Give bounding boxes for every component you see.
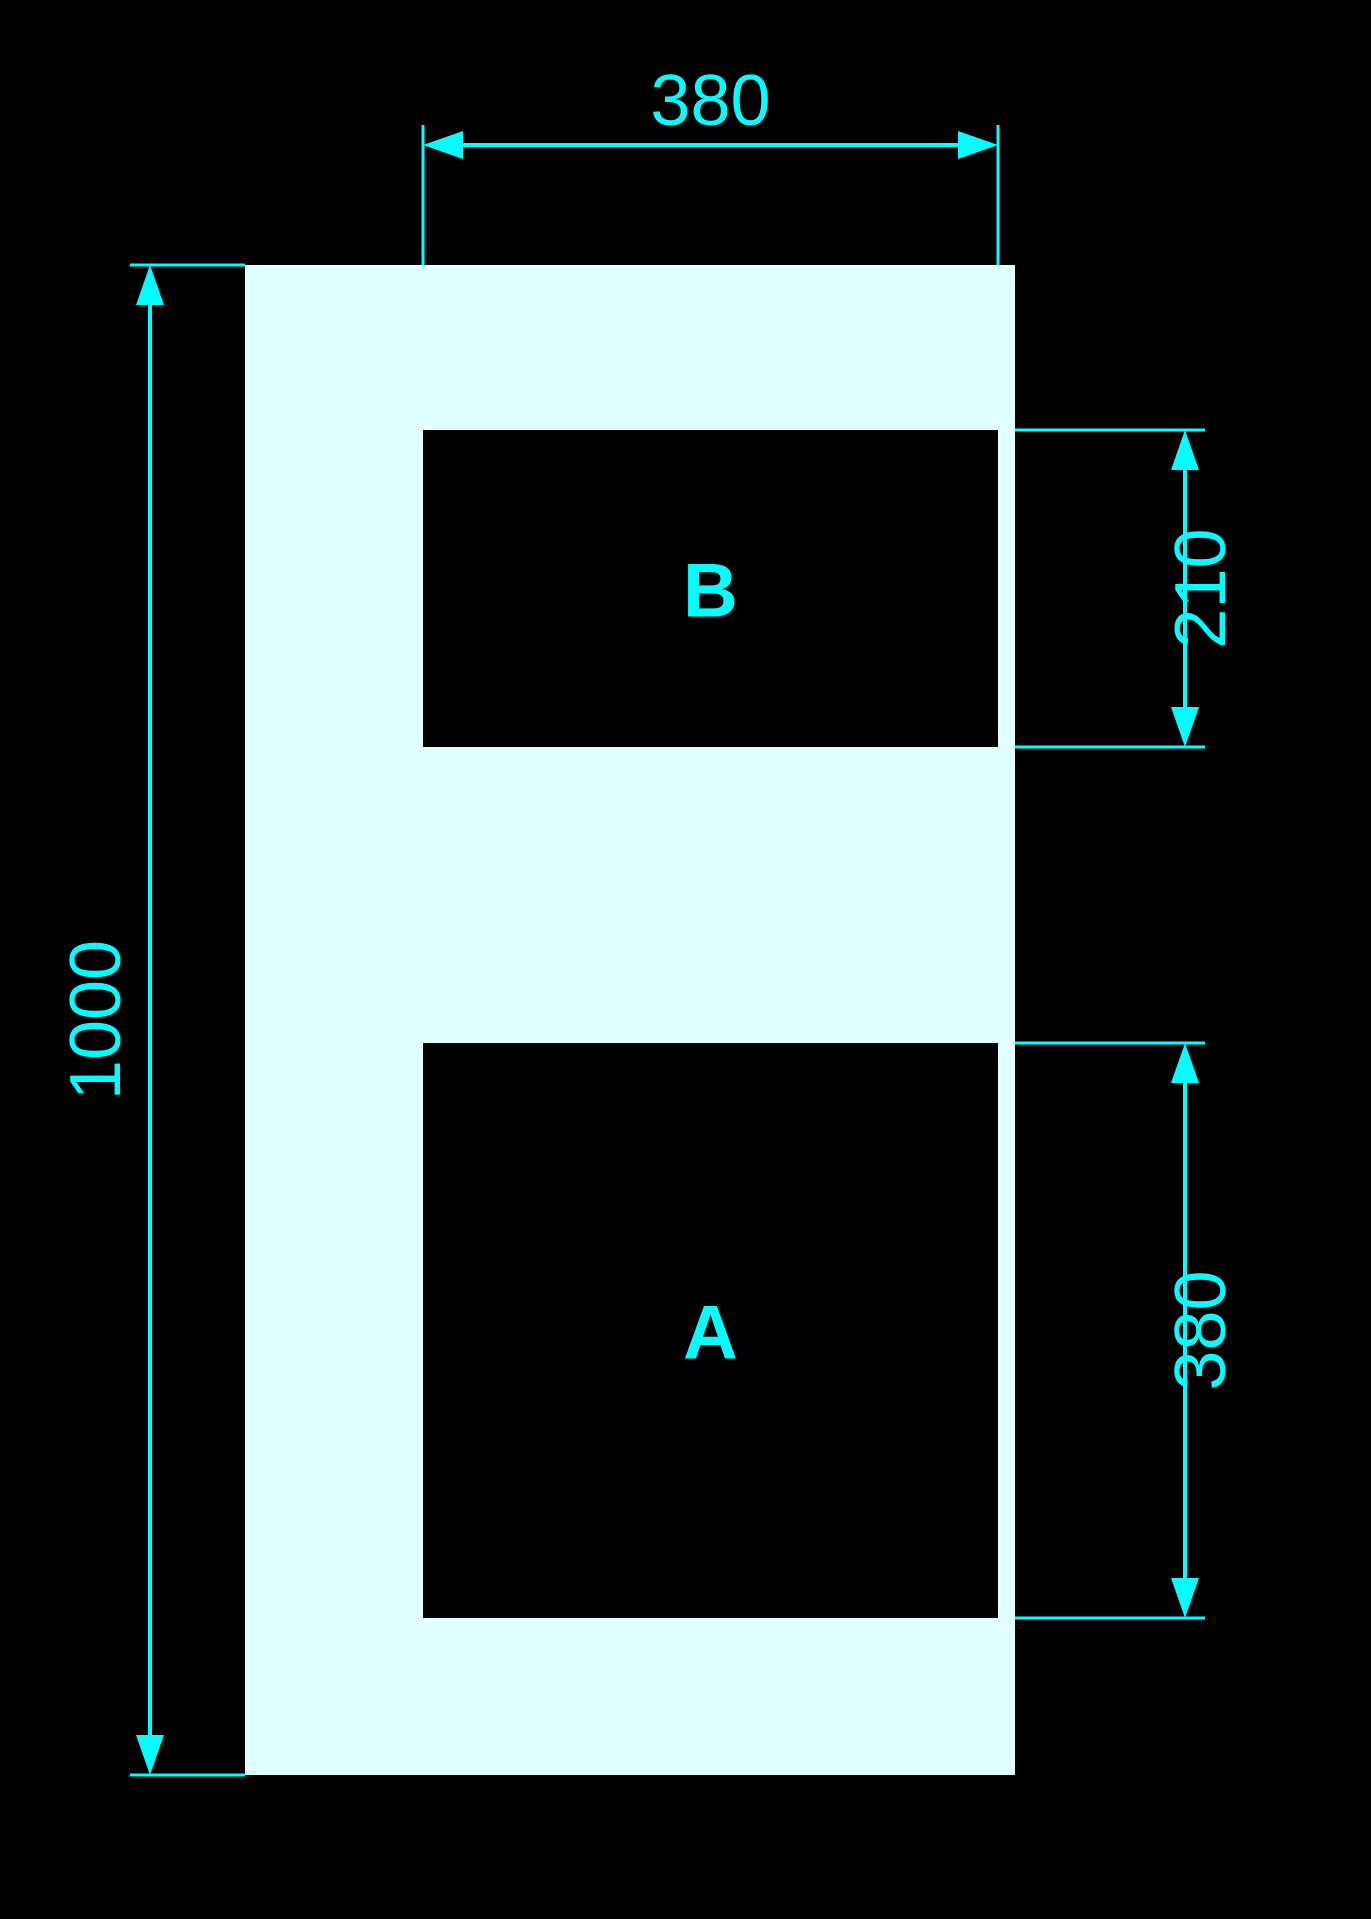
- dim-rightB-text: 210: [1161, 528, 1241, 648]
- dim-left-text: 1000: [56, 940, 136, 1100]
- cutout-label-b: B: [683, 549, 738, 634]
- dim-top-text: 380: [650, 61, 770, 141]
- dim-rightA-text: 380: [1161, 1270, 1241, 1390]
- cutout-label-a: A: [683, 1291, 738, 1376]
